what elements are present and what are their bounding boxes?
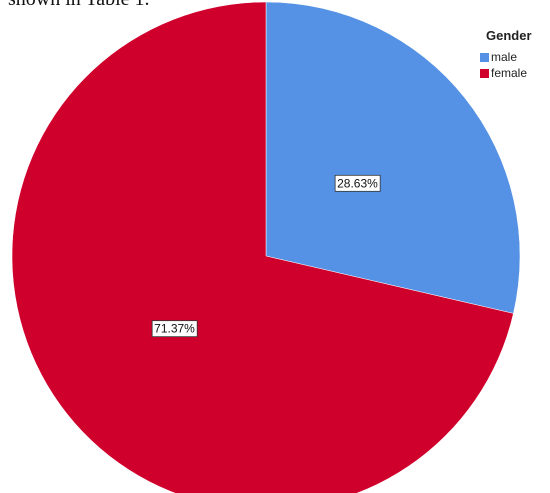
- legend-item-male: male: [480, 49, 532, 65]
- legend-label-male: male: [491, 50, 518, 64]
- legend-swatch-male: [480, 52, 489, 62]
- legend: Gender male female: [480, 28, 532, 81]
- caption-fragment: shown in Table 1.: [8, 0, 150, 11]
- legend-item-female: female: [480, 65, 532, 81]
- pie-slice-male: [265, 1, 521, 314]
- data-label-female: 71.37%: [154, 322, 195, 336]
- legend-swatch-female: [480, 68, 489, 78]
- pie-slice-female: [11, 1, 514, 493]
- data-label-box-male: [334, 174, 381, 192]
- data-label-box-female: [151, 320, 198, 338]
- legend-title: Gender: [486, 28, 532, 43]
- data-label-male: 28.63%: [337, 176, 378, 190]
- legend-label-female: female: [491, 66, 528, 80]
